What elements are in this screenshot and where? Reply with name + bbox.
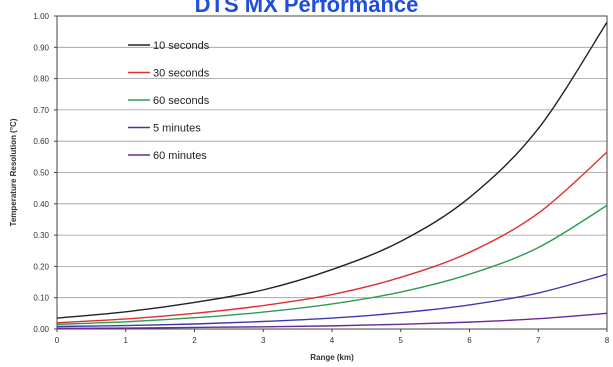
y-axis-title: Temperature Resolution (°C) [9,118,18,226]
y-tick-label: 0.10 [33,294,49,303]
legend-label: 5 minutes [153,123,201,135]
x-axis-title: Range (km) [310,353,354,362]
x-tick-label: 8 [605,336,610,345]
y-tick-label: 0.50 [33,169,49,178]
x-tick-label: 0 [55,336,60,345]
series-line-5 [56,312,608,330]
x-tick-label: 4 [330,336,335,345]
y-tick-label: 0.70 [33,106,49,115]
legend-label: 60 seconds [153,95,210,107]
legend: 10 seconds 30 seconds 60 seconds 5 minutes 6… [128,40,210,162]
y-tick-label: 0.30 [33,231,49,240]
legend-label: 10 seconds [153,40,210,52]
series-line-2 [56,151,608,324]
y-tick-label: 0.40 [33,200,49,209]
x-tick-label: 5 [399,336,404,345]
series-layer [56,21,608,330]
chart-title: DTS MX Performance [194,0,419,17]
y-tick-label: 0.90 [33,43,49,52]
legend-label: 30 seconds [153,68,210,80]
y-tick-label: 0.80 [33,75,49,84]
y-tick-label: 1.00 [33,12,49,21]
x-tick-label: 7 [536,336,541,345]
x-tick-label: 3 [261,336,266,345]
series-line-4 [56,273,608,328]
legend-label: 60 minutes [153,150,207,162]
x-tick-label: 1 [124,336,129,345]
x-tick-label: 6 [467,336,472,345]
ticks-layer: 0.00 0.10 0.20 0.30 0.40 0.50 0.60 0.70 0.80 0.90… [33,12,609,345]
series-line-3 [56,204,608,326]
y-tick-label: 0.00 [33,325,49,334]
x-tick-label: 2 [192,336,197,345]
y-tick-label: 0.20 [33,262,49,271]
series-line-1 [56,21,608,319]
y-tick-label: 0.60 [33,137,49,146]
grid-layer [57,46,607,299]
